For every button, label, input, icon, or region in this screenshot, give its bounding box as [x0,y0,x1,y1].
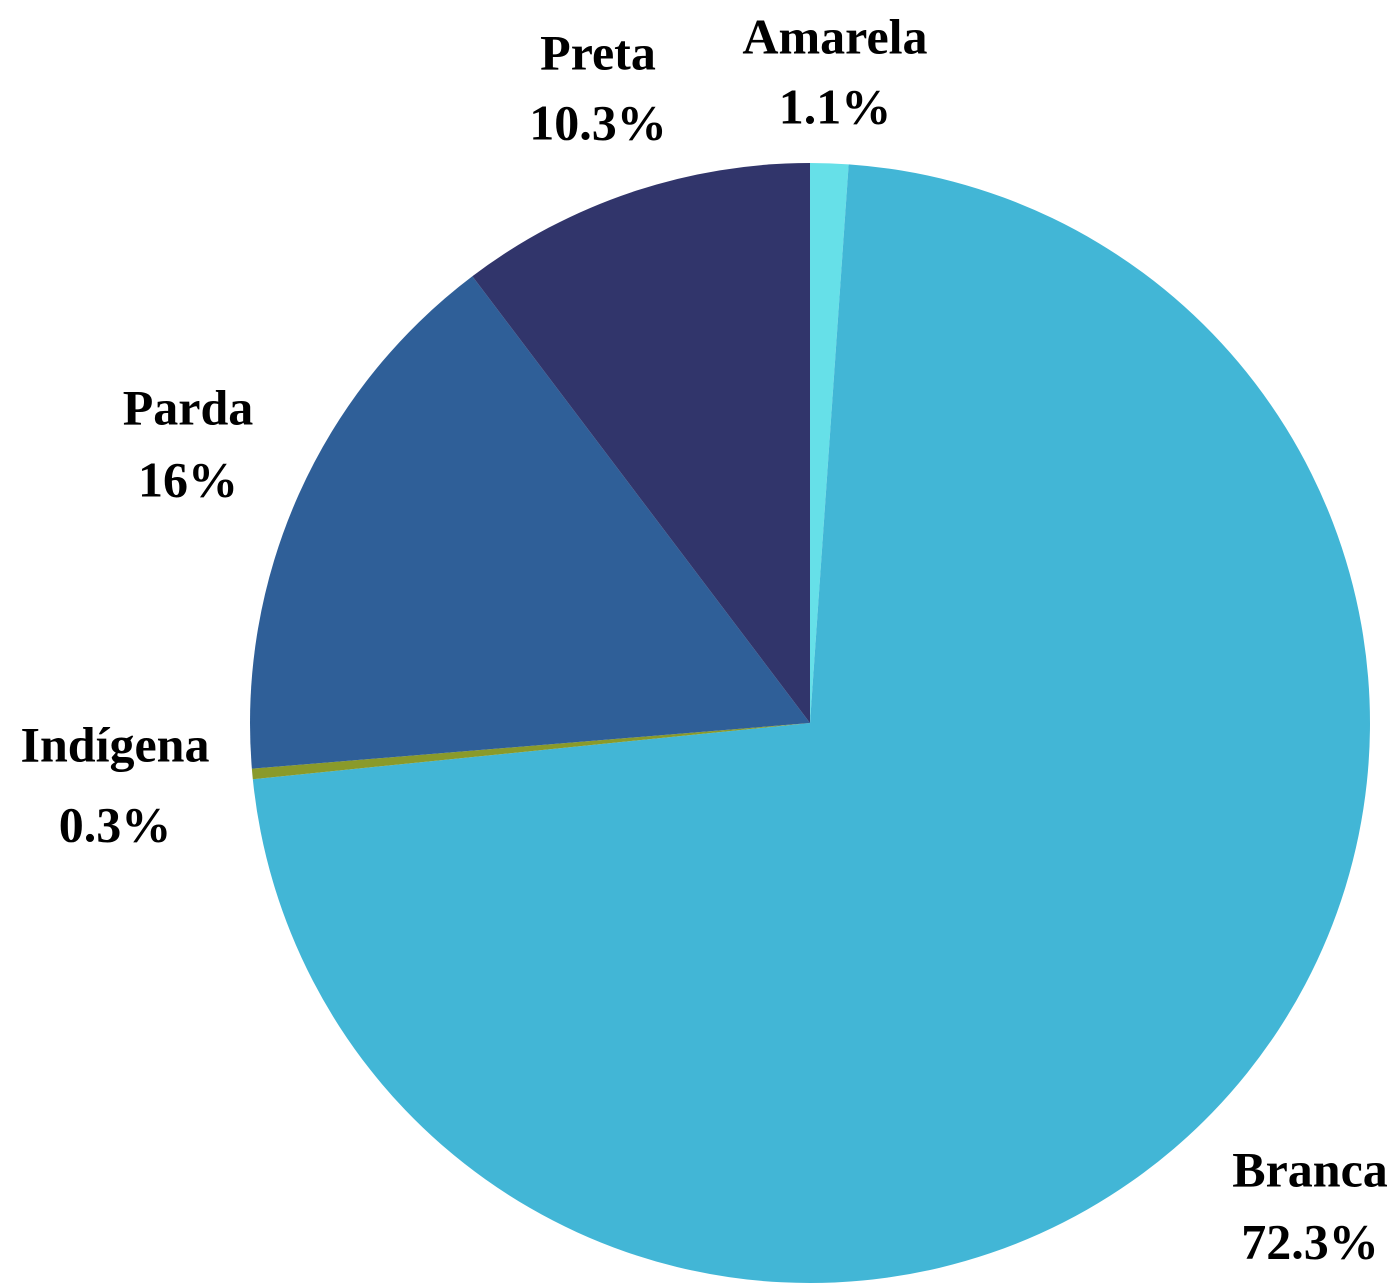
pie-slice [810,163,849,723]
slice-value-label: 10.3% [529,94,667,150]
slice-label: Amarela [742,8,927,64]
slice-label: Branca [1232,1141,1388,1197]
pie-slice [251,723,811,780]
pie-slice [472,163,810,723]
slice-value-label: 0.3% [59,796,172,852]
slice-label: Preta [540,24,656,80]
slice-label: Parda [123,379,254,435]
pie-slice [250,276,810,769]
slice-value-label: 1.1% [779,78,892,134]
pie-slice [252,164,1371,1284]
slice-value-label: 16% [138,451,238,507]
slice-value-label: 72.3% [1241,1213,1379,1269]
slice-label: Indígena [21,716,210,772]
